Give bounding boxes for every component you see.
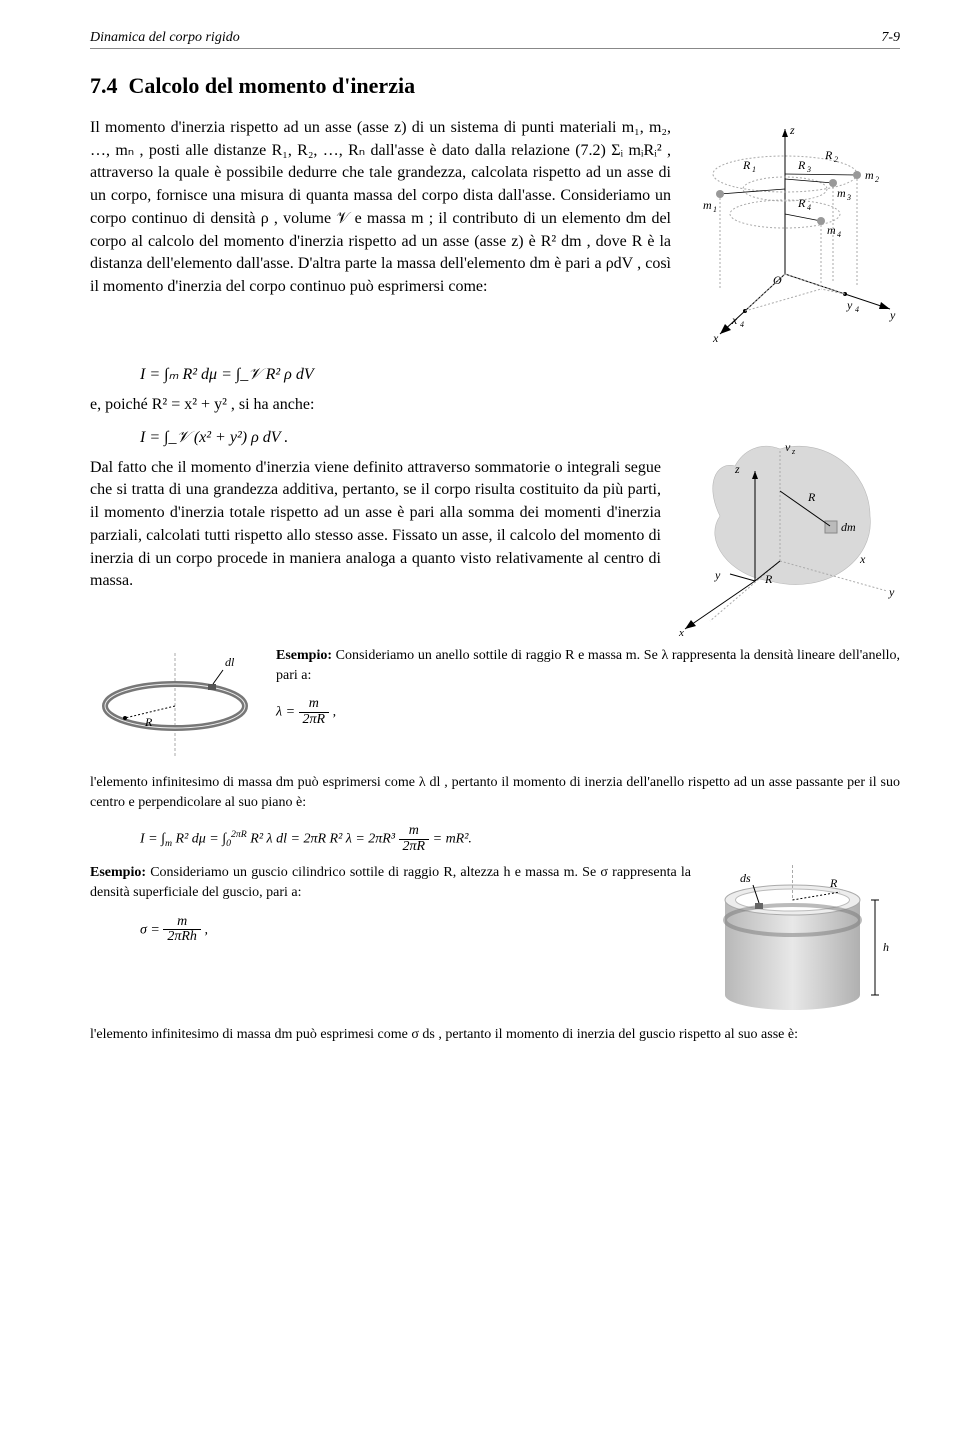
svg-text:2: 2 [875, 175, 879, 184]
svg-text:1: 1 [752, 165, 756, 174]
svg-text:4: 4 [740, 320, 744, 329]
svg-text:y: y [846, 298, 853, 312]
svg-text:3: 3 [806, 165, 811, 174]
example1-eq2: I = ∫m R² dμ = ∫02πR R² λ dl = 2πR R² λ … [140, 824, 900, 854]
paragraph-2: e, poiché R² = x² + y² , si ha anche: [90, 394, 900, 417]
example1-body: Consideriamo un anello sottile di raggio… [276, 648, 900, 683]
figure-cylinder: R ds h [705, 865, 900, 1019]
svg-text:R: R [797, 158, 806, 172]
svg-text:R: R [829, 876, 838, 890]
svg-text:x: x [678, 627, 684, 636]
svg-text:m: m [703, 198, 712, 212]
running-header-left: Dinamica del corpo rigido [90, 30, 240, 46]
svg-text:R: R [807, 490, 816, 504]
example-cylinder: R ds h Esempio: Consideriamo un guscio c… [90, 863, 900, 1045]
svg-text:R: R [797, 196, 806, 210]
example2-label: Esempio: [90, 865, 146, 880]
svg-text:1: 1 [713, 205, 717, 214]
svg-text:R: R [764, 572, 773, 586]
svg-text:y: y [888, 585, 895, 599]
svg-text:R: R [144, 715, 153, 729]
svg-text:z: z [789, 123, 795, 137]
running-header-right: 7-9 [881, 30, 900, 46]
example1-label: Esempio: [276, 648, 332, 663]
svg-text:dl: dl [225, 655, 235, 669]
svg-text:R: R [824, 148, 833, 162]
svg-text:ds: ds [740, 871, 751, 885]
svg-text:z: z [734, 462, 740, 476]
svg-text:v: v [785, 440, 791, 454]
svg-text:4: 4 [855, 305, 859, 314]
section-number: 7.4 [90, 73, 118, 98]
svg-text:O: O [773, 273, 782, 287]
svg-text:2: 2 [834, 155, 838, 164]
svg-text:y: y [714, 568, 721, 582]
svg-text:x: x [731, 313, 738, 327]
figure-ring: R dl [90, 648, 260, 767]
svg-text:x: x [712, 331, 719, 344]
example-ring: R dl Esempio: Consideriamo un anello sot… [90, 646, 900, 855]
equation-1: I = ∫ₘ R² dμ = ∫_𝒱 R² ρ dV [140, 364, 900, 384]
svg-text:4: 4 [837, 230, 841, 239]
figure-continuous-body: z x y dm R vz R y x [675, 431, 900, 640]
svg-text:4: 4 [807, 203, 811, 212]
svg-text:m: m [827, 223, 836, 237]
figure-point-system: z y x O [685, 119, 900, 348]
svg-text:3: 3 [846, 193, 851, 202]
svg-text:R: R [742, 158, 751, 172]
svg-text:h: h [883, 940, 889, 954]
section-heading: 7.4 Calcolo del momento d'inerzia [90, 73, 900, 99]
svg-text:x: x [859, 552, 866, 566]
svg-text:m: m [837, 186, 846, 200]
svg-text:y: y [889, 308, 896, 322]
example2-body: Consideriamo un guscio cilindrico sottil… [90, 865, 691, 900]
svg-text:dm: dm [841, 520, 856, 534]
example1-after: l'elemento infinitesimo di massa dm può … [90, 773, 900, 813]
example2-after: l'elemento infinitesimo di massa dm può … [90, 1025, 900, 1045]
section-title: Calcolo del momento d'inerzia [129, 73, 416, 98]
svg-text:m: m [865, 168, 874, 182]
